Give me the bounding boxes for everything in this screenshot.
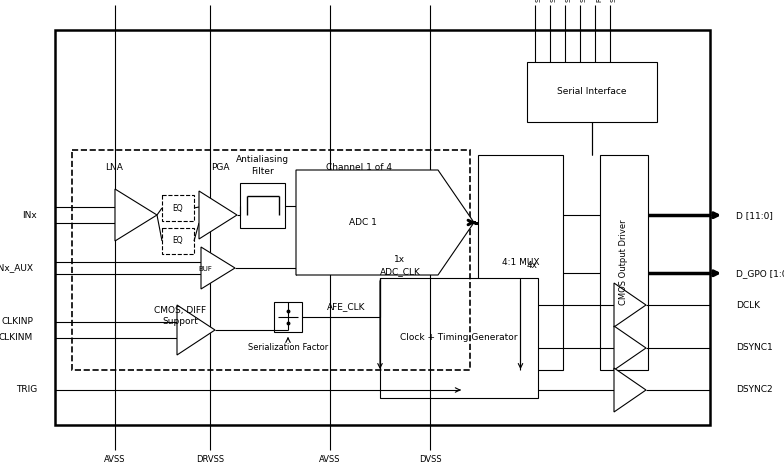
Text: INx_AUX: INx_AUX [0, 264, 33, 273]
Text: D_GPO [1:0]: D_GPO [1:0] [736, 269, 784, 278]
Text: Antialiasing: Antialiasing [236, 156, 289, 164]
Text: 4:1 MUX: 4:1 MUX [502, 258, 539, 267]
Bar [55, 30, 710, 425]
Text: SCLK: SCLK [551, 0, 557, 2]
Text: ADC 1: ADC 1 [349, 218, 377, 227]
Bar [274, 302, 302, 332]
Text: DSYNC2: DSYNC2 [736, 385, 772, 394]
Text: ADC_CLK: ADC_CLK [379, 267, 420, 276]
Text: DSYNC1: DSYNC1 [736, 344, 773, 352]
Text: DRVDD: DRVDD [194, 0, 225, 2]
Bar [478, 155, 563, 370]
Text: CMOS, DIFF: CMOS, DIFF [154, 306, 206, 314]
Text: CLKINM: CLKINM [0, 334, 33, 343]
Text: DCLK: DCLK [736, 300, 760, 310]
Text: AVDD3: AVDD3 [100, 0, 129, 2]
Text: AFE_CLK: AFE_CLK [327, 303, 365, 312]
Polygon shape [614, 326, 646, 370]
Text: D [11:0]: D [11:0] [736, 211, 773, 219]
Text: CLKINP: CLKINP [1, 318, 33, 327]
Text: Support: Support [162, 318, 198, 327]
Text: SDATA: SDATA [566, 0, 572, 2]
Text: DVDD18: DVDD18 [412, 0, 448, 2]
Bar [162, 228, 194, 254]
Text: RESET: RESET [596, 0, 602, 2]
Bar [72, 150, 470, 370]
Bar [380, 278, 538, 398]
Polygon shape [614, 368, 646, 412]
Text: Channel 1 of 4: Channel 1 of 4 [325, 164, 391, 172]
Text: CMOS Output Driver: CMOS Output Driver [619, 219, 629, 306]
Polygon shape [115, 189, 157, 241]
Polygon shape [199, 191, 237, 239]
Polygon shape [177, 305, 215, 355]
Text: EQ: EQ [172, 204, 183, 212]
Bar [240, 183, 285, 228]
Text: STBY: STBY [536, 0, 542, 2]
Text: SEN: SEN [581, 0, 587, 2]
Text: LNA: LNA [105, 164, 123, 172]
Polygon shape [296, 170, 474, 275]
Text: AVDD18: AVDD18 [313, 0, 347, 2]
Bar [162, 195, 194, 221]
Text: DRVSS: DRVSS [196, 455, 224, 464]
Text: PGA: PGA [211, 164, 229, 172]
Polygon shape [201, 247, 235, 289]
Text: AVSS: AVSS [104, 455, 125, 464]
Text: Clock + Timing Generator: Clock + Timing Generator [401, 334, 517, 343]
Text: BUF: BUF [198, 266, 212, 272]
Text: AVSS: AVSS [319, 455, 341, 464]
Bar [600, 155, 648, 370]
Text: Serialization Factor: Serialization Factor [248, 344, 328, 352]
Text: TRIG: TRIG [16, 385, 37, 394]
Text: 4x: 4x [527, 261, 538, 271]
Polygon shape [614, 283, 646, 327]
Text: INx: INx [22, 211, 37, 219]
Text: Serial Interface: Serial Interface [557, 87, 626, 96]
Text: 1x: 1x [394, 256, 405, 265]
Text: SDOUT: SDOUT [611, 0, 617, 2]
Text: EQ: EQ [172, 236, 183, 245]
Text: Filter: Filter [251, 167, 274, 177]
Text: DVSS: DVSS [419, 455, 441, 464]
Bar [527, 62, 657, 122]
